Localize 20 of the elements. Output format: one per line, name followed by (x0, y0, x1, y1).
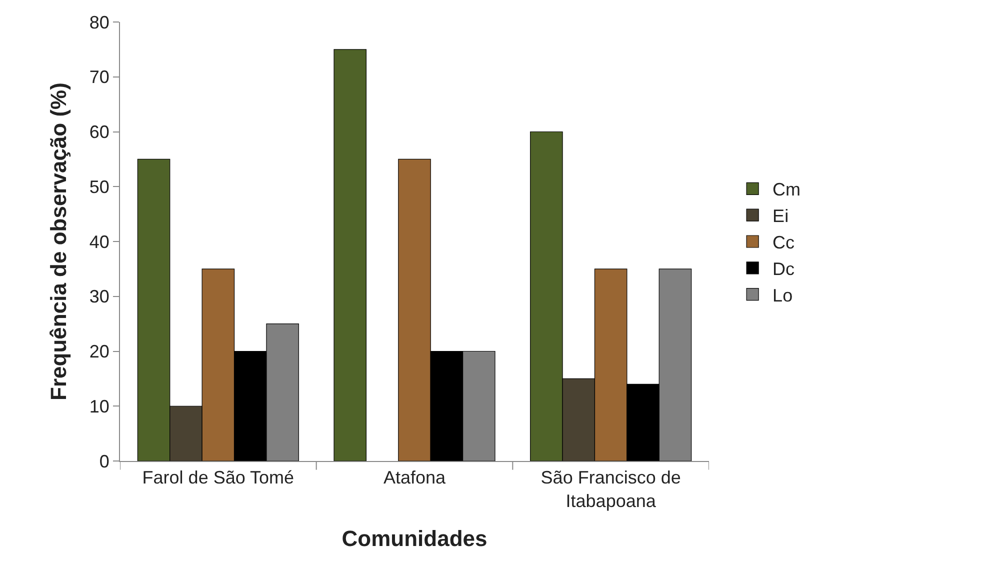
legend-label: Lo (772, 285, 793, 306)
legend-label: Ei (772, 206, 789, 226)
y-tick-label: 30 (89, 286, 110, 307)
y-tick-label: 50 (89, 176, 110, 197)
y-tick-label: 80 (89, 12, 110, 32)
y-tick-label: 10 (89, 396, 110, 416)
y-tick-label: 70 (89, 67, 110, 88)
y-tick-label: 20 (89, 342, 110, 362)
x-axis-title: Comunidades (342, 526, 488, 551)
y-axis-title: Frequência de observação (%) (46, 82, 71, 400)
legend-label: Dc (772, 258, 795, 279)
bar (334, 49, 366, 461)
y-tick-label: 40 (89, 232, 110, 252)
legend-label: Cc (772, 232, 795, 253)
legend-label: Cm (772, 180, 801, 200)
x-tick-label: Farol de São Tomé (142, 468, 294, 488)
x-tick-label: Atafona (383, 468, 447, 488)
y-tick-label: 60 (89, 122, 110, 142)
x-tick-label: São Francisco de Itabapoana (540, 468, 681, 511)
y-tick-label: 0 (99, 451, 110, 472)
